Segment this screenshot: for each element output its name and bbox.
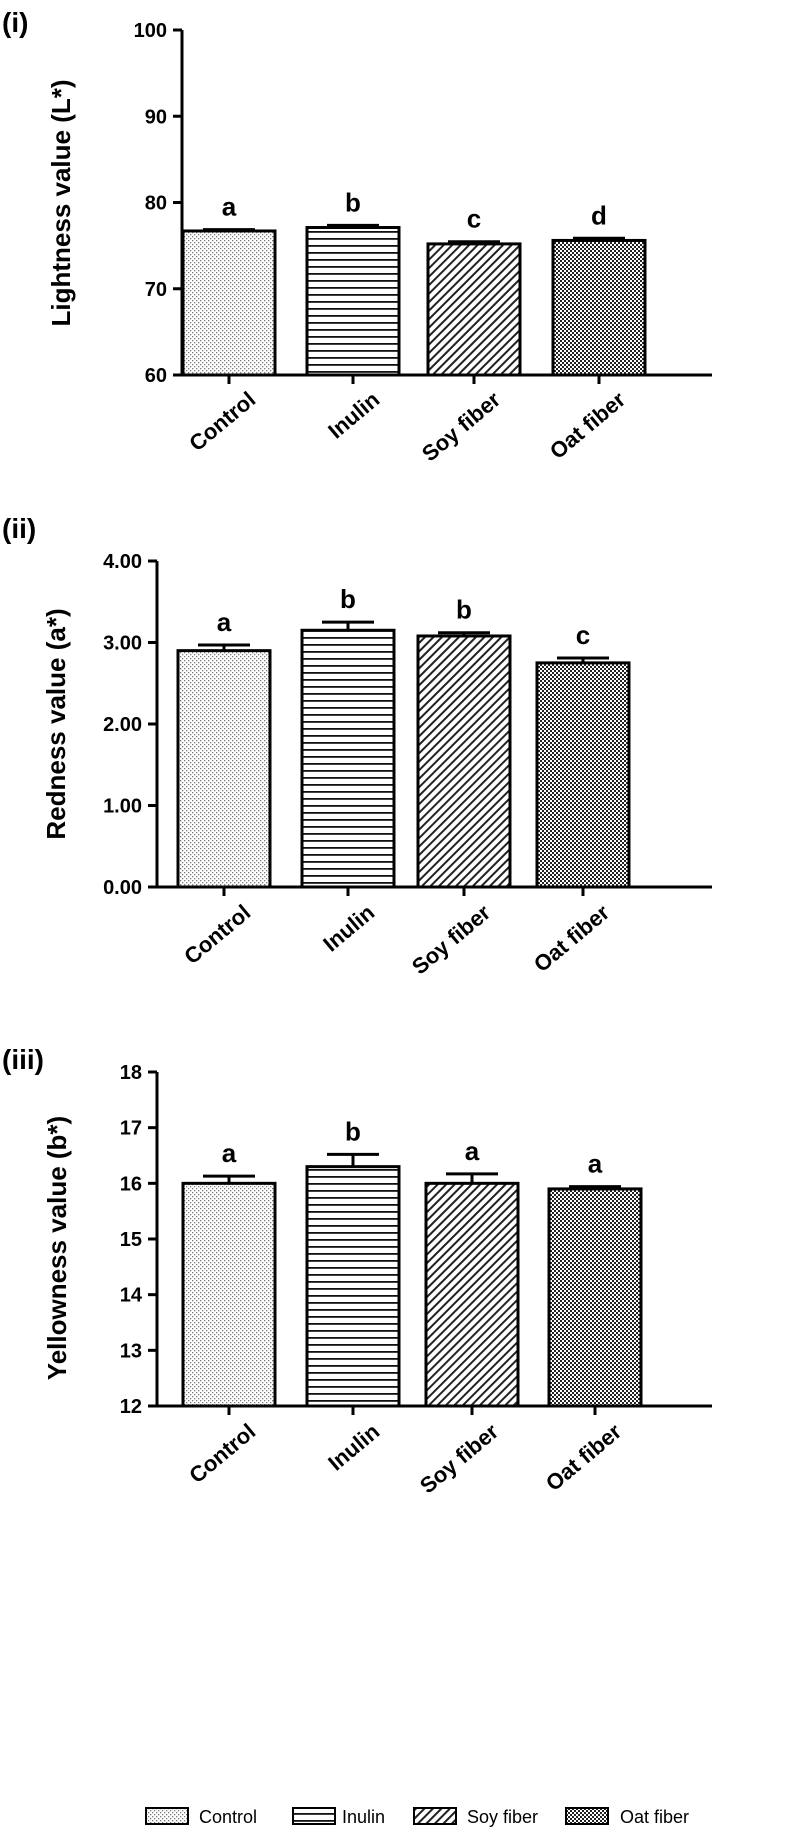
x-tick-label: Inulin [318,900,379,957]
x-tick-label: Control [179,900,255,969]
y-tick-label: 80 [145,193,167,215]
significance-letter: c [467,204,481,234]
y-tick-label: 2.00 [103,714,142,736]
y-tick-label: 60 [145,365,167,387]
panel-iii: (iii) Yellowness value (b*) a Control b Inu… [2,1044,712,1498]
y-tick-label: 12 [120,1396,142,1418]
y-tick-label: 17 [120,1118,142,1140]
significance-letter: a [222,192,237,222]
y-tick-label: 15 [120,1229,142,1251]
significance-letter: b [345,187,361,217]
significance-letter: a [217,607,232,637]
panel-i: (i) Lightness value (L*) a Control b Inulin… [2,7,712,466]
x-tick-label: Inulin [323,1419,384,1476]
significance-letter: d [591,200,607,230]
significance-letter: b [345,1116,361,1146]
y-tick-label: 100 [134,20,167,42]
bar [181,229,277,377]
bar [551,238,647,377]
y-axis-label: Yellowness value (b*) [42,1116,72,1380]
significance-letter: b [340,584,356,614]
bar-plot: a Control b Inulin b Soy fiber c Oat fiber 0.00 1… [103,551,712,979]
legend: Control Inulin Soy fiber Oat fiber [145,1807,689,1827]
legend-label-oat-fiber: Oat fiber [620,1807,689,1827]
legend-swatch-control [145,1807,189,1825]
bar [535,661,631,889]
significance-letter: a [588,1149,603,1179]
x-tick-label: Inulin [323,387,384,444]
panel-label: (ii) [2,513,36,544]
panel-ii: (ii) Redness value (a*) a Control b Inulin b… [2,513,712,979]
legend-swatch-soy-fiber [413,1807,457,1825]
y-tick-label: 4.00 [103,551,142,573]
y-tick-label: 18 [120,1062,142,1084]
x-tick-label: Control [184,387,260,456]
panel-label: (i) [2,7,28,38]
y-axis-label: Redness value (a*) [41,608,71,839]
legend-label-soy-fiber: Soy fiber [467,1807,538,1827]
legend-swatch-inulin [292,1807,336,1825]
x-tick-label: Soy fiber [417,386,506,466]
bar [300,628,396,889]
y-tick-label: 0.00 [103,877,142,899]
legend-swatch-oat-fiber [565,1807,609,1825]
y-tick-label: 1.00 [103,796,142,818]
bar [426,242,522,377]
bar [305,1165,401,1408]
x-tick-label: Soy fiber [415,1418,504,1498]
bar [305,226,401,377]
y-axis-label: Lightness value (L*) [46,79,76,326]
y-tick-label: 13 [120,1340,142,1362]
bar [424,1181,520,1408]
bar [547,1187,643,1408]
y-tick-label: 90 [145,106,167,128]
x-tick-label: Oat fiber [529,899,615,977]
significance-letter: c [576,620,590,650]
bar [416,634,512,889]
x-tick-label: Control [184,1419,260,1488]
bar [176,649,272,889]
bar [181,1181,277,1408]
significance-letter: b [456,595,472,625]
significance-letter: a [222,1138,237,1168]
bar-plot: a Control b Inulin c Soy fiber d Oat fiber 60 70 8… [134,20,712,466]
panel-label: (iii) [2,1044,44,1075]
legend-label-inulin: Inulin [342,1807,385,1827]
significance-letter: a [465,1136,480,1166]
y-tick-label: 70 [145,279,167,301]
x-tick-label: Oat fiber [541,1418,627,1496]
y-tick-label: 14 [120,1285,143,1307]
bar-plot: a Control b Inulin a Soy fiber a Oat fiber 12 13 1… [120,1062,712,1498]
y-tick-label: 3.00 [103,633,142,655]
legend-label-control: Control [199,1807,257,1827]
x-tick-label: Soy fiber [407,899,496,979]
x-tick-label: Oat fiber [545,386,631,464]
y-tick-label: 16 [120,1173,142,1195]
